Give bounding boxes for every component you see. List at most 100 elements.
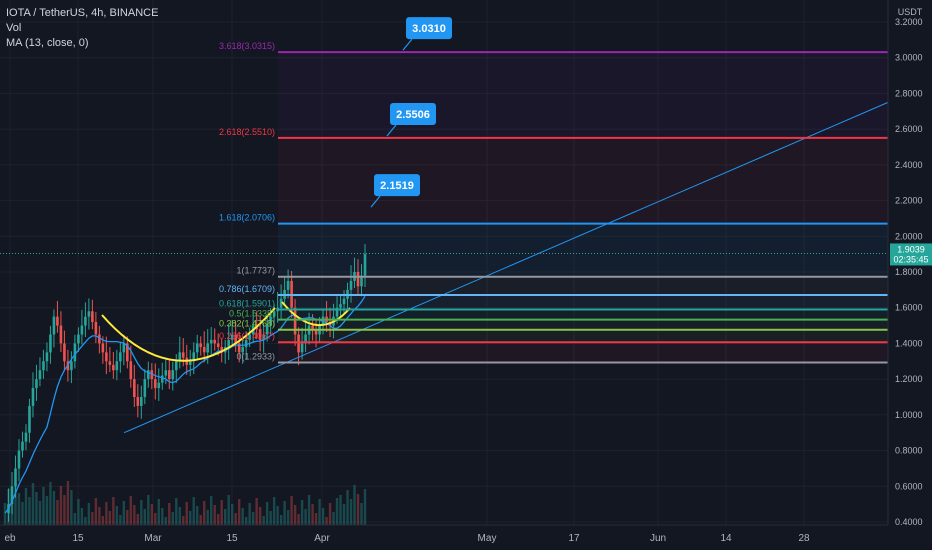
volume-bar bbox=[77, 499, 80, 525]
candle-body bbox=[87, 311, 91, 317]
candle-body bbox=[108, 361, 112, 365]
fib-level-label: 0.236(1.4067) bbox=[219, 331, 275, 341]
candle-body bbox=[188, 361, 192, 365]
fib-zone bbox=[278, 295, 888, 310]
price-tick-label: 1.8000 bbox=[895, 267, 923, 277]
volume-bar bbox=[122, 501, 126, 525]
volume-bar bbox=[175, 498, 178, 525]
volume-bar bbox=[265, 502, 269, 525]
volume-bar bbox=[38, 501, 42, 525]
volume-bar bbox=[346, 490, 349, 525]
candle-body bbox=[360, 275, 363, 287]
price-tick-label: 0.6000 bbox=[895, 481, 923, 491]
time-axis-ticks: eb 15 Mar 15 Apr May 17 Jun 14 28 bbox=[4, 533, 810, 544]
volume-bar bbox=[140, 500, 143, 525]
candle-body bbox=[35, 379, 38, 389]
candle-body bbox=[234, 334, 237, 344]
volume-bar bbox=[136, 514, 140, 525]
callout-text: 2.1519 bbox=[380, 180, 414, 192]
volume-bar bbox=[150, 504, 153, 525]
price-tick-label: 3.2000 bbox=[895, 17, 923, 27]
callout-pointer bbox=[386, 124, 397, 137]
fib-zone bbox=[278, 319, 888, 330]
candle-body bbox=[195, 343, 199, 353]
candle-body bbox=[119, 352, 122, 362]
volume-bar bbox=[258, 507, 262, 525]
candle-body bbox=[84, 316, 87, 326]
volume-bar bbox=[161, 508, 164, 525]
candle-body bbox=[73, 343, 77, 362]
volume-bar bbox=[297, 514, 300, 525]
volume-bar bbox=[31, 483, 35, 525]
countdown-label: 02:35:45 bbox=[893, 254, 928, 264]
candle-body bbox=[272, 311, 276, 317]
legend-moving-average[interactable]: MA (13, close, 0) bbox=[6, 37, 89, 49]
candle-body bbox=[31, 388, 35, 406]
price-tick-label: 0.4000 bbox=[895, 517, 923, 527]
volume-bar bbox=[321, 508, 325, 525]
volume-bar bbox=[300, 500, 304, 525]
price-tick-label: 0.8000 bbox=[895, 446, 923, 456]
volume-bar bbox=[210, 496, 213, 525]
grid-lines bbox=[0, 0, 888, 525]
fib-levels: 3.618(3.0315) 2.618(2.5510) 1.618(2.0706) 1… bbox=[219, 41, 888, 364]
last-price-tag bbox=[890, 243, 932, 266]
trend-line bbox=[123, 101, 889, 434]
volume-bar bbox=[21, 502, 24, 525]
candle-body bbox=[199, 343, 203, 347]
price-tick-label: 2.6000 bbox=[895, 124, 923, 134]
fib-zone bbox=[278, 342, 888, 363]
candle-body bbox=[171, 370, 175, 380]
volume-bar bbox=[262, 516, 265, 525]
time-tick-label: Mar bbox=[144, 533, 162, 544]
volume-bar bbox=[279, 515, 283, 525]
candle-body bbox=[101, 343, 105, 353]
candle-body bbox=[164, 370, 168, 376]
volume-bar bbox=[234, 513, 237, 525]
volume-bar bbox=[230, 504, 234, 525]
volume-bar bbox=[244, 517, 248, 525]
candle-body bbox=[28, 405, 31, 433]
callout-pointer bbox=[402, 38, 413, 51]
legend-volume[interactable]: Vol bbox=[6, 22, 22, 34]
candle-body bbox=[335, 307, 339, 317]
volume-bar bbox=[311, 504, 314, 525]
candle-body bbox=[52, 316, 56, 335]
candle-body bbox=[112, 364, 115, 371]
candle-body bbox=[300, 343, 304, 353]
volume-bar bbox=[171, 512, 174, 525]
candle-body bbox=[181, 352, 185, 358]
volume-bar bbox=[241, 508, 244, 525]
candle-body bbox=[17, 450, 21, 469]
time-tick-label: Jun bbox=[650, 533, 666, 544]
candle-body bbox=[157, 382, 161, 389]
volume-bar bbox=[307, 495, 311, 525]
volume-bar bbox=[342, 504, 346, 525]
price-tick-label: 3.0000 bbox=[895, 53, 923, 63]
callout-text: 2.5506 bbox=[396, 109, 430, 121]
candle-body bbox=[178, 352, 182, 362]
fib-level-label: 0(1.2933) bbox=[236, 351, 275, 361]
volume-bar bbox=[119, 515, 122, 525]
candle-body bbox=[276, 307, 279, 312]
plot-background bbox=[0, 0, 888, 525]
candle-body bbox=[45, 352, 49, 362]
candle-body bbox=[129, 361, 133, 380]
volume-bar bbox=[290, 496, 293, 525]
candle-body bbox=[133, 379, 136, 397]
volume-bar bbox=[63, 495, 66, 525]
volume-bar bbox=[227, 495, 230, 525]
legend-symbol[interactable]: IOTA / TetherUS, 4h, BINANCE bbox=[6, 7, 159, 19]
candle-body bbox=[10, 486, 14, 505]
candle-body bbox=[153, 379, 157, 389]
candle-body bbox=[105, 352, 108, 362]
volume-bar bbox=[203, 501, 206, 525]
fib-level-label: 0.5(1.5335) bbox=[229, 309, 275, 319]
time-tick-label: 28 bbox=[798, 533, 810, 544]
candle-body bbox=[147, 370, 150, 380]
volume-bar bbox=[199, 515, 202, 525]
volume-bar bbox=[314, 513, 318, 525]
volume-bar bbox=[339, 495, 342, 525]
